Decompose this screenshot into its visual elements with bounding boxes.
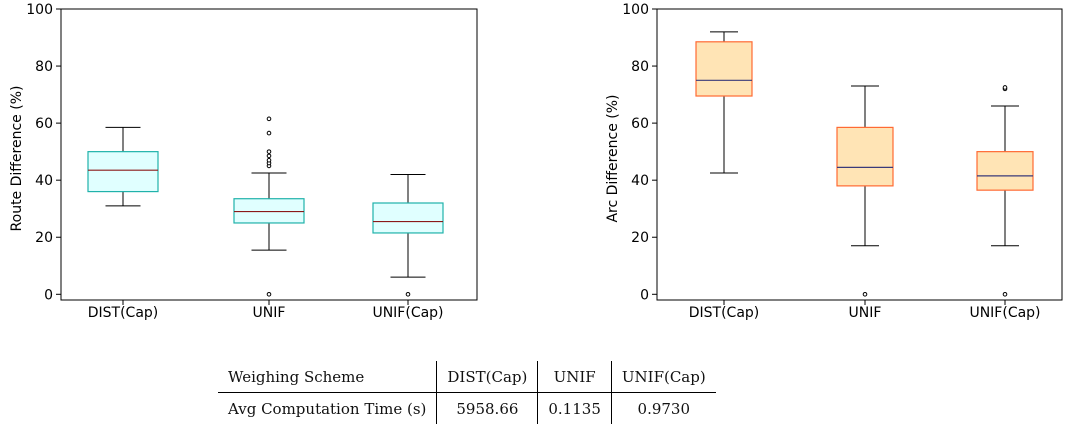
x-tick-label: DIST(Cap): [689, 305, 760, 321]
y-tick-label: 40: [631, 173, 649, 189]
x-tick-label: DIST(Cap): [88, 305, 159, 321]
iqr-box: [695, 41, 753, 97]
y-tick-label: 80: [631, 59, 649, 75]
x-tick-label: UNIF(Cap): [372, 305, 443, 321]
iqr-box: [233, 198, 305, 224]
y-tick-label: 60: [35, 116, 53, 132]
box-2: [233, 116, 305, 297]
header-weighing-scheme: Weighing Scheme: [218, 361, 437, 393]
box-plot-figure: 0 20 40 60 80 100 Route Difference (%) DIST(Cap…: [9, 2, 1063, 321]
cell-unif: 0.1135: [537, 392, 612, 424]
x-tick-label: UNIF: [253, 305, 286, 321]
y-tick-label: 40: [35, 173, 53, 189]
cell-unif-cap: 0.9730: [610, 392, 716, 424]
iqr-box: [87, 151, 159, 193]
y-tick-label: 100: [26, 2, 53, 18]
outlier-point: [1002, 85, 1008, 90]
header-unif: UNIF: [537, 361, 612, 393]
row-label: Avg Computation Time (s): [228, 399, 427, 418]
y-tick-label: 20: [35, 230, 53, 246]
cell-dist-cap: 5958.66: [436, 392, 538, 424]
iqr-box: [976, 151, 1034, 191]
y-axis-label: Route Difference (%): [9, 86, 25, 232]
plot-frame: [656, 8, 1063, 301]
outlier-point: [862, 291, 868, 297]
box-3: [372, 173, 444, 297]
box-2: [836, 85, 894, 297]
outlier-point: [1002, 291, 1008, 297]
x-tick-label: UNIF(Cap): [969, 305, 1040, 321]
y-tick-label: 80: [35, 59, 53, 75]
outlier-point: [266, 157, 272, 163]
box-3: [976, 85, 1034, 297]
chart-panel-1: 0 20 40 60 80 100 Route Difference (%) DIST(Cap…: [9, 2, 478, 321]
outlier-point: [266, 153, 272, 159]
outlier-point: [266, 291, 272, 297]
header-dist-cap: DIST(Cap): [436, 361, 538, 393]
x-tick-label: UNIF: [849, 305, 882, 321]
iqr-box: [372, 202, 444, 234]
y-tick-label: 0: [640, 287, 649, 303]
y-tick-label: 100: [622, 2, 649, 18]
box-1: [695, 31, 753, 174]
y-tick-label: 60: [631, 116, 649, 132]
y-tick-label: 0: [44, 287, 53, 303]
outlier-point: [266, 130, 272, 136]
iqr-box: [836, 126, 894, 187]
outlier-point: [405, 291, 411, 297]
outlier-point: [266, 149, 272, 154]
header-unif-cap: UNIF(Cap): [610, 361, 716, 393]
chart-panel-2: 0 20 40 60 80 100 Arc Difference (%) DIST(Cap) U…: [605, 2, 1063, 321]
table-row: Avg Computation Time (s) 5958.66 0.1135 …: [218, 392, 716, 424]
outlier-point: [266, 116, 272, 122]
y-axis-label: Arc Difference (%): [605, 94, 621, 222]
box-1: [87, 126, 159, 207]
y-tick-label: 20: [631, 230, 649, 246]
computation-time-table: Weighing Scheme DIST(Cap) UNIF UNIF(Cap)…: [218, 361, 716, 424]
table-header-row: Weighing Scheme DIST(Cap) UNIF UNIF(Cap): [218, 361, 716, 393]
